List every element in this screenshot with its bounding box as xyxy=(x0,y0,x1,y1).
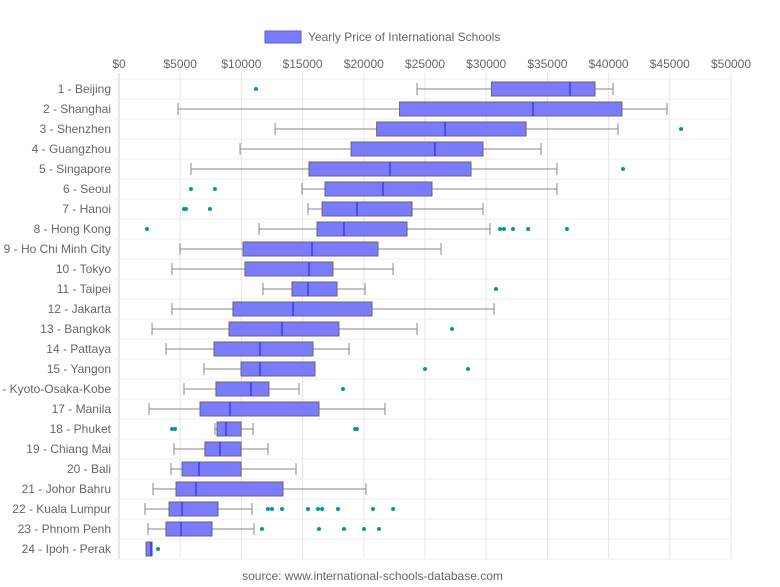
outlier-point xyxy=(317,527,322,531)
outlier-point xyxy=(183,207,188,211)
box-iqr xyxy=(350,141,484,157)
outlier-point xyxy=(564,227,569,231)
category-label: 13 - Bangkok xyxy=(40,322,112,336)
legend[interactable]: Yearly Price of International Schools xyxy=(264,30,500,44)
outlier-point xyxy=(362,527,367,531)
box-iqr xyxy=(242,241,379,257)
category-label: 24 - Ipoh - Perak xyxy=(22,542,112,556)
outlier-point xyxy=(280,507,285,511)
category-label: 8 - Hong Kong xyxy=(34,222,111,236)
outlier-point xyxy=(207,207,212,211)
box-iqr xyxy=(168,501,219,517)
box-iqr xyxy=(324,181,433,197)
x-tick-label: $45000 xyxy=(650,57,690,71)
box-iqr xyxy=(216,421,242,437)
x-tick-label: $0 xyxy=(112,57,126,71)
box-iqr xyxy=(321,201,413,217)
outlier-point xyxy=(465,367,470,371)
box-iqr xyxy=(175,481,284,497)
category-label: 7 - Hanoi xyxy=(62,202,111,216)
x-tick-label: $15000 xyxy=(283,57,323,71)
box-iqr xyxy=(490,81,596,97)
box-iqr xyxy=(213,341,314,357)
outlier-point xyxy=(450,327,455,331)
outlier-point xyxy=(501,227,506,231)
category-label: 21 - Johor Bahru xyxy=(22,482,111,496)
box-iqr xyxy=(316,221,408,237)
outlier-point xyxy=(391,507,396,511)
outlier-point xyxy=(305,507,310,511)
category-label: 10 - Tokyo xyxy=(56,262,111,276)
outlier-point xyxy=(511,227,516,231)
category-label: 22 - Kuala Lumpur xyxy=(12,502,111,516)
x-tick-label: $25000 xyxy=(405,57,445,71)
category-label: 18 - Phuket xyxy=(50,422,112,436)
outlier-point xyxy=(212,187,217,191)
category-label: 16 - Kyoto-Osaka-Kobe xyxy=(0,382,111,396)
outlier-point xyxy=(376,527,381,531)
outlier-point xyxy=(354,427,359,431)
outlier-point xyxy=(253,87,258,91)
category-label: 1 - Beijing xyxy=(58,82,111,96)
outlier-point xyxy=(526,227,531,231)
outlier-point xyxy=(316,507,321,511)
outlier-point xyxy=(169,427,174,431)
category-label: 11 - Taipei xyxy=(57,282,111,296)
outlier-point xyxy=(335,507,340,511)
outlier-point xyxy=(340,387,345,391)
outlier-point xyxy=(621,167,626,171)
outlier-point xyxy=(156,547,161,551)
x-tick-label: $40000 xyxy=(589,57,629,71)
box-iqr xyxy=(204,441,242,457)
outlier-point xyxy=(259,527,264,531)
category-label: 3 - Shenzhen xyxy=(40,122,111,136)
legend-label: Yearly Price of International Schools xyxy=(308,30,500,44)
outlier-point xyxy=(145,227,150,231)
box-iqr xyxy=(199,401,320,417)
outlier-point xyxy=(423,367,427,371)
source-note: source: www.international-schools-databa… xyxy=(242,569,503,583)
box-iqr xyxy=(145,541,153,557)
box-iqr xyxy=(240,361,316,377)
outlier-point xyxy=(498,227,503,231)
box-iqr xyxy=(228,321,340,337)
category-label: 2 - Shanghai xyxy=(43,102,111,116)
box-iqr xyxy=(244,261,334,277)
category-label: 12 - Jakarta xyxy=(48,302,112,316)
outlier-point xyxy=(188,187,193,191)
box-iqr xyxy=(165,521,213,537)
outlier-point xyxy=(370,507,375,511)
category-label: 9 - Ho Chi Minh City xyxy=(4,242,111,256)
box-iqr xyxy=(399,101,623,117)
x-tick-label: $30000 xyxy=(466,57,506,71)
x-tick-label: $5000 xyxy=(164,57,198,71)
box-iqr xyxy=(376,121,527,137)
box-iqr xyxy=(215,381,270,397)
category-label: 19 - Chiang Mai xyxy=(26,442,111,456)
outlier-point xyxy=(320,507,325,511)
box-iqr xyxy=(232,301,373,317)
category-label: 15 - Yangon xyxy=(47,362,111,376)
box-iqr xyxy=(291,281,338,297)
category-label: 6 - Seoul xyxy=(63,182,111,196)
x-tick-label: $35000 xyxy=(527,57,567,71)
outlier-point xyxy=(341,527,346,531)
category-label: 17 - Manila xyxy=(52,402,112,416)
category-label: 23 - Phnom Penh xyxy=(18,522,111,536)
outlier-point xyxy=(173,427,178,431)
outlier-point xyxy=(270,507,274,511)
category-label: 4 - Guangzhou xyxy=(32,142,111,156)
x-tick-label: $10000 xyxy=(221,57,261,71)
category-label: 14 - Pattaya xyxy=(46,342,111,356)
x-tick-label: $20000 xyxy=(344,57,384,71)
outlier-point xyxy=(493,287,498,291)
x-tick-label: $50000 xyxy=(711,57,751,71)
legend-swatch xyxy=(264,30,302,44)
category-label: 5 - Singapore xyxy=(39,162,111,176)
outlier-point xyxy=(265,507,270,511)
box-iqr xyxy=(181,461,242,477)
category-label: 20 - Bali xyxy=(67,462,111,476)
outlier-point xyxy=(679,127,684,131)
